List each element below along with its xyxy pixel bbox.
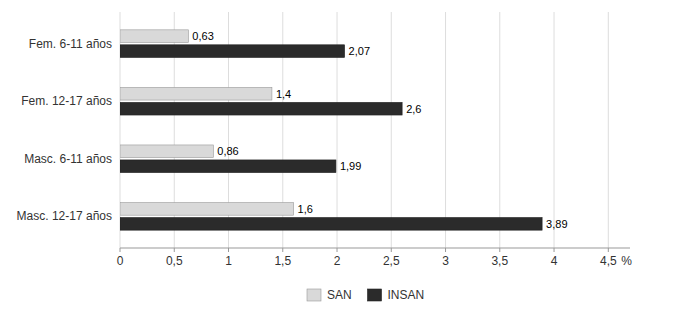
tick-mark bbox=[174, 248, 175, 252]
grid-line bbox=[445, 12, 446, 248]
bar bbox=[120, 203, 294, 216]
data-label: 1,99 bbox=[340, 160, 361, 172]
tick-mark bbox=[608, 248, 609, 252]
bars bbox=[120, 30, 542, 230]
tick-label: 0,5 bbox=[166, 254, 183, 268]
x-axis: 0 0,5 1 1,5 2 2,5 3 3,5 4 4,5% bbox=[117, 248, 633, 268]
data-labels: 1,6 0,86 1,4 0,63 3,89 1,99 2,6 2,07 bbox=[192, 30, 567, 230]
legend-label: INSAN bbox=[388, 288, 425, 302]
data-label: 1,4 bbox=[276, 88, 291, 100]
legend-swatch bbox=[368, 289, 382, 301]
legend: SAN INSAN bbox=[307, 288, 424, 302]
tick-mark bbox=[445, 248, 446, 252]
data-label: 3,89 bbox=[546, 218, 567, 230]
axis-line bbox=[120, 248, 630, 249]
data-label: 2,07 bbox=[349, 45, 370, 57]
y-axis: Masc. 12-17 años Masc. 6-11 años Fem. 12-1… bbox=[17, 37, 112, 224]
bar bbox=[120, 217, 542, 230]
data-label: 2,6 bbox=[406, 103, 421, 115]
data-label: 1,6 bbox=[298, 203, 313, 215]
tick-mark bbox=[282, 248, 283, 252]
grid-line bbox=[554, 12, 555, 248]
grid-line bbox=[499, 12, 500, 248]
tick-label: 2 bbox=[334, 254, 341, 268]
tick-mark bbox=[391, 248, 392, 252]
category-label: Masc. 6-11 años bbox=[24, 152, 112, 166]
bar bbox=[120, 30, 188, 43]
bar bbox=[120, 45, 345, 58]
legend-label: SAN bbox=[327, 288, 352, 302]
grid-line bbox=[608, 12, 609, 248]
data-label: 0,63 bbox=[192, 30, 213, 42]
tick-label: 3 bbox=[442, 254, 449, 268]
tick-mark bbox=[337, 248, 338, 252]
tick-label: 2,5 bbox=[383, 254, 400, 268]
tick-mark bbox=[499, 248, 500, 252]
legend-swatch bbox=[307, 289, 321, 301]
category-label: Fem. 12-17 años bbox=[21, 94, 112, 108]
bar bbox=[120, 87, 272, 100]
tick-mark bbox=[554, 248, 555, 252]
grid-line bbox=[391, 12, 392, 248]
data-label: 0,86 bbox=[217, 145, 238, 157]
tick-label: 4,5 bbox=[600, 254, 617, 268]
bar bbox=[120, 145, 213, 158]
category-label: Masc. 12-17 años bbox=[17, 209, 112, 223]
tick-mark bbox=[228, 248, 229, 252]
tick-label: 4 bbox=[551, 254, 558, 268]
axis-label: % bbox=[621, 254, 632, 268]
grid bbox=[120, 12, 608, 248]
category-label: Fem. 6-11 años bbox=[29, 37, 112, 51]
tick-label: 1,5 bbox=[274, 254, 291, 268]
bar bbox=[120, 102, 402, 115]
tick-label: 0 bbox=[117, 254, 124, 268]
tick-label: 3,5 bbox=[491, 254, 508, 268]
tick-mark bbox=[120, 248, 121, 252]
tick-label: 1 bbox=[225, 254, 232, 268]
bar bbox=[120, 160, 336, 173]
chart: 00,511,522,533,544,5%Masc. 12-17 añosMas… bbox=[0, 0, 681, 317]
